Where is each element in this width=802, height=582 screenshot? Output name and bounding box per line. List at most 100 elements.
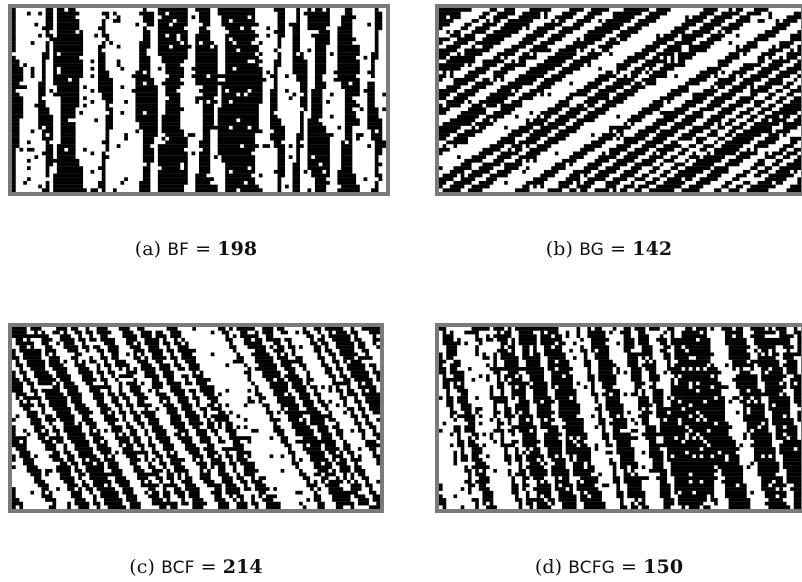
pattern-cell-run [739,367,744,371]
pattern-cell-run [269,418,281,422]
pattern-cell-run [645,428,657,433]
pattern-cell-run [587,327,592,331]
pattern-cell-run [677,498,707,502]
pattern-cell-run [525,166,530,170]
pattern-cell-run [374,147,383,152]
pattern-cell-run [609,414,617,419]
pattern-cell-run [229,410,233,415]
pattern-cell-run [471,465,490,470]
pattern-cell-run [739,388,747,393]
pattern-cell-run [295,465,300,470]
pattern-cell-run [302,447,322,451]
pattern-cell-run [667,359,671,364]
pattern-cell-run [641,498,646,502]
pattern-cell-run [775,403,791,408]
pattern-cell-run [89,385,112,389]
pattern-cell-run [306,377,314,382]
pattern-cell-run [645,15,660,20]
pattern-cell-run [515,188,530,192]
pattern-cell-run [540,125,559,130]
pattern-cell-run [313,498,322,502]
pattern-cell-run [735,410,740,415]
pattern-cell-run [674,162,686,167]
pattern-cell-run [157,11,166,16]
pattern-cell-run [728,501,751,506]
pattern-cell-run [543,345,552,349]
pattern-cell-run [83,103,87,108]
pattern-cell-run [533,487,552,491]
pattern-cell-run [207,403,215,408]
pattern-cell-run [203,410,208,415]
pattern-cell-run [739,392,780,397]
pattern-cell-run [313,465,333,470]
pattern-cell-run [107,465,119,470]
pattern-cell-run [374,48,379,53]
pattern-cell-run [522,52,530,56]
pattern-cell-run [500,345,505,349]
pattern-cell-run [166,407,178,411]
pattern-cell-run [522,410,530,415]
pattern-cell-run [166,454,178,459]
pattern-cell-run [292,41,300,45]
pattern-cell-run [648,66,653,71]
pattern-cell-run [743,414,765,419]
pattern-cell-run [311,107,323,112]
pattern-cell-run [92,439,101,444]
pattern-cell-run [243,465,255,470]
pattern-cell-run [269,436,274,440]
pattern-cell-run [457,133,476,137]
pattern-cell-run [321,436,333,440]
pattern-cell-run [753,8,769,12]
pattern-cell-run [240,330,248,335]
pattern-cell-run [750,184,776,189]
pattern-cell-run [199,468,204,473]
pattern-cell-run [641,505,649,509]
pattern-cell-run [92,436,104,440]
pattern-cell-run [507,370,519,375]
pattern-cell-run [554,461,566,466]
pattern-cell-run [299,129,304,134]
pattern-cell-run [670,385,689,389]
pattern-cell-run [288,22,300,27]
pattern-cell-run [598,19,602,23]
pattern-cell-run [446,44,461,49]
pattern-cell-run [721,479,744,484]
pattern-cell-run [184,432,189,437]
pattern-cell-run [332,356,336,360]
pattern-cell-run [493,356,497,360]
pattern-cell-run [159,458,163,462]
pattern-cell-run [225,334,230,338]
pattern-cell-run [464,88,479,93]
pattern-cell-run [525,363,541,368]
pattern-cell-run [344,129,353,134]
pattern-cell-run [681,118,697,123]
pattern-cell-run [337,37,357,42]
pattern-cell-run [258,363,277,368]
pattern-cell-run [310,454,325,459]
pattern-cell-run [576,487,599,491]
pattern-cell-run [45,173,50,178]
pattern-cell-run [714,81,733,86]
pattern-cell-run [12,125,20,130]
pattern-cell-run [12,74,24,78]
pattern-cell-run [63,447,68,451]
pattern-cell-run [471,44,476,49]
pattern-cell-run [365,352,369,357]
pattern-cell-run [663,330,668,335]
pattern-cell-run [291,421,307,426]
pattern-cell-run [67,454,75,459]
pattern-cell-run [670,410,697,415]
pattern-cell-run [692,479,700,484]
pattern-cell-run [761,374,787,379]
pattern-cell-run [269,345,274,349]
pattern-cell-run [558,184,570,189]
pattern-cell-run [439,396,443,400]
pattern-cell-run [41,136,54,141]
pattern-cell-run [67,505,71,509]
pattern-cell-run [525,359,541,364]
pattern-cell-run [598,403,602,408]
pattern-cell-run [56,8,65,12]
pattern-cell-run [199,407,208,411]
pattern-cell-run [667,44,682,49]
pattern-cell-run [786,55,798,60]
